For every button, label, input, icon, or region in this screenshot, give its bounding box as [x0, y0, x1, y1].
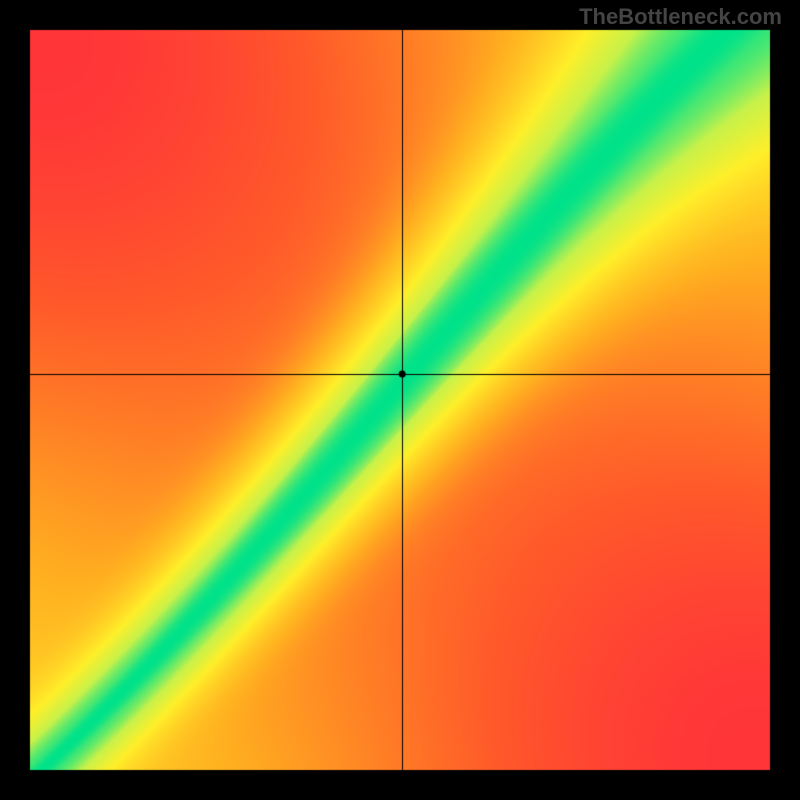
heatmap-canvas [0, 0, 800, 800]
watermark-text: TheBottleneck.com [579, 4, 782, 30]
